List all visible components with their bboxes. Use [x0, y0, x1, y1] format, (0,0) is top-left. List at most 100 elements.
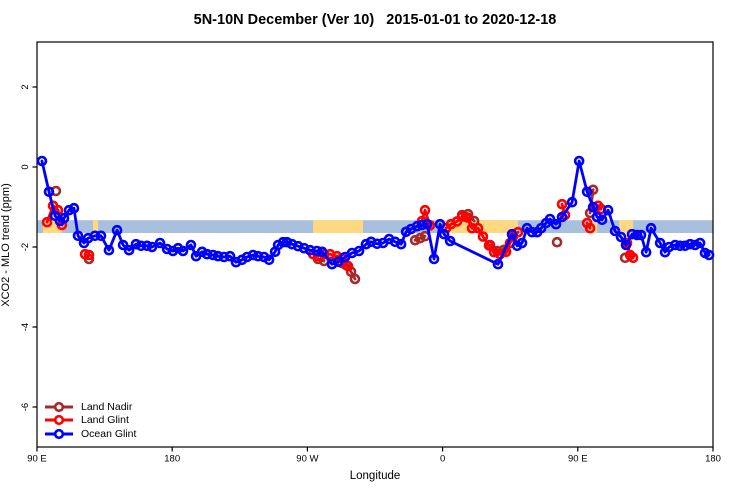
y-axis-label: XCO2 - MLO trend (ppm)	[0, 183, 12, 307]
land-nadir-line-circle-icon	[45, 401, 73, 412]
data-point	[332, 256, 344, 268]
data-point	[263, 254, 275, 266]
chart-title: 5N-10N December (Ver 10) 2015-01-01 to 2…	[193, 12, 557, 28]
data-point	[461, 212, 473, 223]
ocean-glint-line-circle-icon	[45, 428, 73, 439]
data-point	[247, 249, 259, 261]
data-point	[349, 273, 361, 285]
data-point	[421, 218, 433, 230]
data-point	[277, 236, 289, 248]
data-point	[466, 222, 478, 234]
data-point	[292, 240, 304, 252]
plot-box	[36, 41, 714, 448]
data-point	[512, 226, 524, 238]
x-tick-label: 90 E	[27, 454, 47, 465]
data-point	[43, 186, 55, 198]
data-point	[416, 219, 428, 231]
land-patch	[313, 220, 363, 233]
data-point	[212, 250, 224, 262]
data-point	[419, 204, 431, 216]
data-point	[584, 222, 596, 234]
data-point	[679, 240, 691, 252]
y-tick-label: 2	[20, 84, 31, 89]
data-point	[645, 222, 657, 234]
data-point	[360, 238, 372, 250]
legend-label-ocean-glint: Ocean Glint	[81, 427, 137, 440]
data-point	[353, 245, 365, 257]
data-point	[117, 239, 129, 251]
x-tick-label: 0	[440, 454, 445, 465]
data-point	[472, 222, 484, 234]
data-point	[311, 245, 323, 257]
legend-item-land-nadir: Land Nadir	[44, 400, 136, 414]
land-patch	[93, 220, 98, 233]
data-point	[409, 234, 421, 246]
data-point	[111, 224, 123, 236]
data-point	[161, 243, 173, 255]
data-point	[551, 236, 563, 248]
data-point	[224, 250, 236, 262]
data-point	[103, 244, 115, 256]
data-point	[627, 252, 639, 264]
data-point	[72, 230, 84, 242]
data-point	[41, 216, 53, 228]
land-glint-line-circle-icon	[45, 415, 73, 426]
data-point	[587, 184, 599, 196]
data-point	[141, 240, 153, 252]
data-point	[566, 196, 578, 208]
x-tick-label: 180	[164, 454, 180, 465]
data-point	[477, 231, 489, 242]
data-point	[674, 240, 686, 252]
data-point	[550, 218, 562, 230]
legend-item-land-glint: Land Glint	[44, 414, 136, 428]
data-point	[36, 155, 48, 167]
data-point	[602, 204, 614, 216]
data-point	[694, 237, 706, 249]
data-point	[483, 240, 495, 251]
data-point	[492, 258, 504, 270]
data-point	[68, 202, 80, 214]
data-point	[316, 246, 328, 258]
legend: Land Nadir Land Glint Ocean Glint	[44, 400, 136, 441]
data-point	[185, 239, 197, 251]
data-point	[130, 238, 142, 250]
data-point	[241, 251, 253, 263]
data-point	[526, 226, 538, 238]
data-point	[444, 235, 456, 247]
data-point	[146, 241, 158, 253]
data-point	[83, 249, 95, 261]
y-tick-label: 0	[20, 164, 31, 169]
y-tick-label: -6	[20, 403, 31, 411]
data-point	[395, 238, 407, 250]
data-point	[218, 251, 230, 263]
data-point	[58, 212, 70, 224]
data-point	[596, 214, 608, 226]
data-point	[620, 239, 632, 251]
data-point	[365, 236, 377, 248]
data-point	[635, 229, 647, 241]
data-point	[207, 249, 219, 261]
data-point	[286, 238, 298, 250]
y-tick-label: -2	[20, 243, 31, 251]
data-point	[123, 244, 135, 256]
data-point	[640, 246, 652, 258]
data-point	[177, 245, 189, 257]
data-point	[135, 240, 147, 252]
legend-label-land-nadir: Land Nadir	[81, 400, 133, 413]
data-point	[438, 228, 450, 240]
data-point	[631, 229, 643, 241]
data-point	[654, 237, 666, 249]
data-point	[95, 230, 107, 242]
data-point	[252, 250, 264, 262]
data-point	[587, 201, 599, 213]
data-point	[556, 211, 568, 223]
data-point	[63, 204, 75, 216]
data-point	[506, 228, 518, 240]
data-point	[281, 236, 293, 248]
data-point	[581, 186, 593, 198]
data-point	[689, 239, 701, 251]
data-point	[342, 260, 354, 272]
data-point	[154, 237, 166, 249]
